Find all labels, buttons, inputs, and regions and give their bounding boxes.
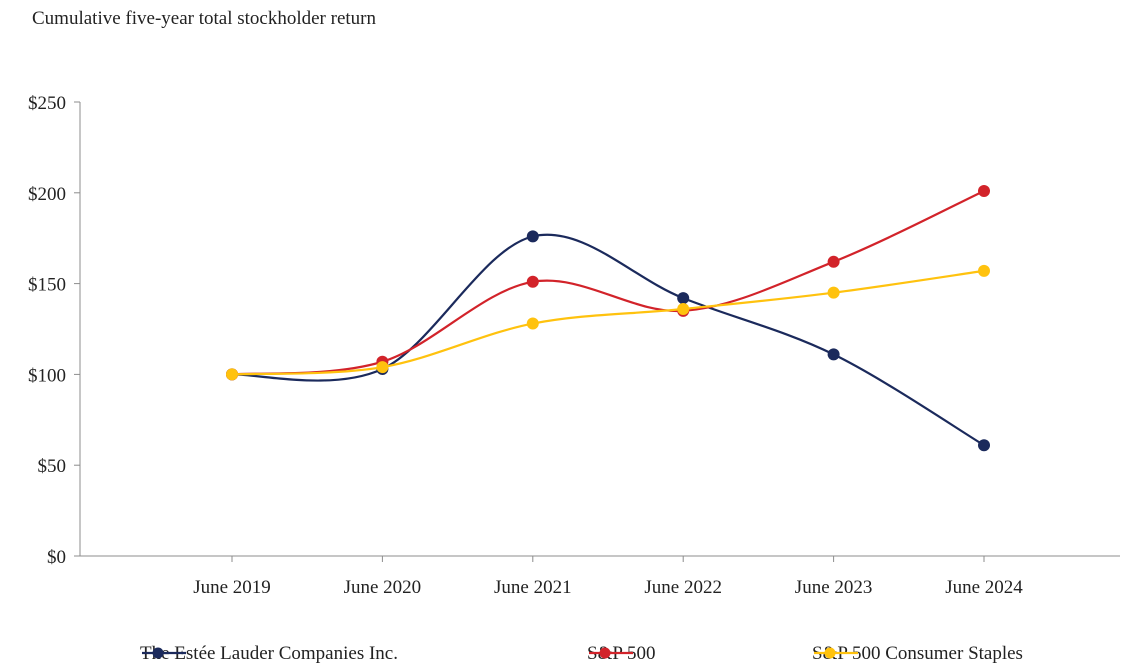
data-point-s-p-500-consumer-staples-june-2024 xyxy=(978,264,990,277)
data-point-s-p-500-consumer-staples-june-2021 xyxy=(526,317,539,330)
data-point-s-p-500-june-2024 xyxy=(978,184,990,197)
data-point-s-p-500-june-2021 xyxy=(526,275,539,288)
series-line-s-p-500-consumer-staples xyxy=(231,269,985,376)
legend-swatch-sp500-consumer-staples xyxy=(814,647,858,659)
y-tick-label: $200 xyxy=(28,184,66,205)
data-point-s-p-500-june-2023 xyxy=(827,255,840,268)
y-tick-label: $0 xyxy=(47,547,66,568)
legend-label-sp500-consumer-staples: S&P 500 Consumer Staples xyxy=(812,643,1023,664)
legend-item-sp500-consumer-staples: S&P 500 Consumer Staples xyxy=(812,643,1023,665)
legend-label-estee-lauder: The Estée Lauder Companies Inc. xyxy=(140,643,398,664)
legend-item-sp500: S&P 500 xyxy=(587,643,655,665)
chart-title: Cumulative five-year total stockholder r… xyxy=(32,8,376,29)
data-point-s-p-500-consumer-staples-june-2019 xyxy=(226,368,238,381)
chart-legend: The Estée Lauder Companies Inc. S&P 500 … xyxy=(0,643,1133,667)
x-tick-label: June 2021 xyxy=(494,577,572,598)
legend-item-estee-lauder: The Estée Lauder Companies Inc. xyxy=(140,643,398,665)
y-tick-label: $250 xyxy=(28,93,66,114)
data-point-the-est-e-lauder-companies-inc-june-2022 xyxy=(677,292,690,305)
y-tick-label: $150 xyxy=(28,275,66,296)
series-line-s-p-500 xyxy=(231,189,985,376)
line-chart: $0 $50 $100 $150 $200 $250 June 2019 June 2020 J… xyxy=(28,93,1120,598)
x-tick-label: June 2020 xyxy=(344,577,422,598)
x-tick-label: June 2019 xyxy=(193,577,271,598)
data-point-the-est-e-lauder-companies-inc-june-2021 xyxy=(526,230,539,243)
series-line-the-est-e-lauder-companies-inc xyxy=(231,233,985,447)
data-point-the-est-e-lauder-companies-inc-june-2023 xyxy=(827,348,840,361)
legend-swatch-sp500 xyxy=(589,647,633,659)
y-tick-label: $100 xyxy=(28,365,66,386)
data-point-s-p-500-consumer-staples-june-2020 xyxy=(376,361,389,374)
x-tick-label: June 2022 xyxy=(644,577,722,598)
data-point-the-est-e-lauder-companies-inc-june-2024 xyxy=(978,439,990,452)
legend-swatch-estee-lauder xyxy=(142,647,186,659)
data-point-s-p-500-consumer-staples-june-2022 xyxy=(677,303,690,316)
data-point-s-p-500-consumer-staples-june-2023 xyxy=(827,286,840,299)
x-tick-label: June 2024 xyxy=(945,577,1023,598)
x-tick-label: June 2023 xyxy=(795,577,873,598)
y-tick-label: $50 xyxy=(38,456,67,477)
